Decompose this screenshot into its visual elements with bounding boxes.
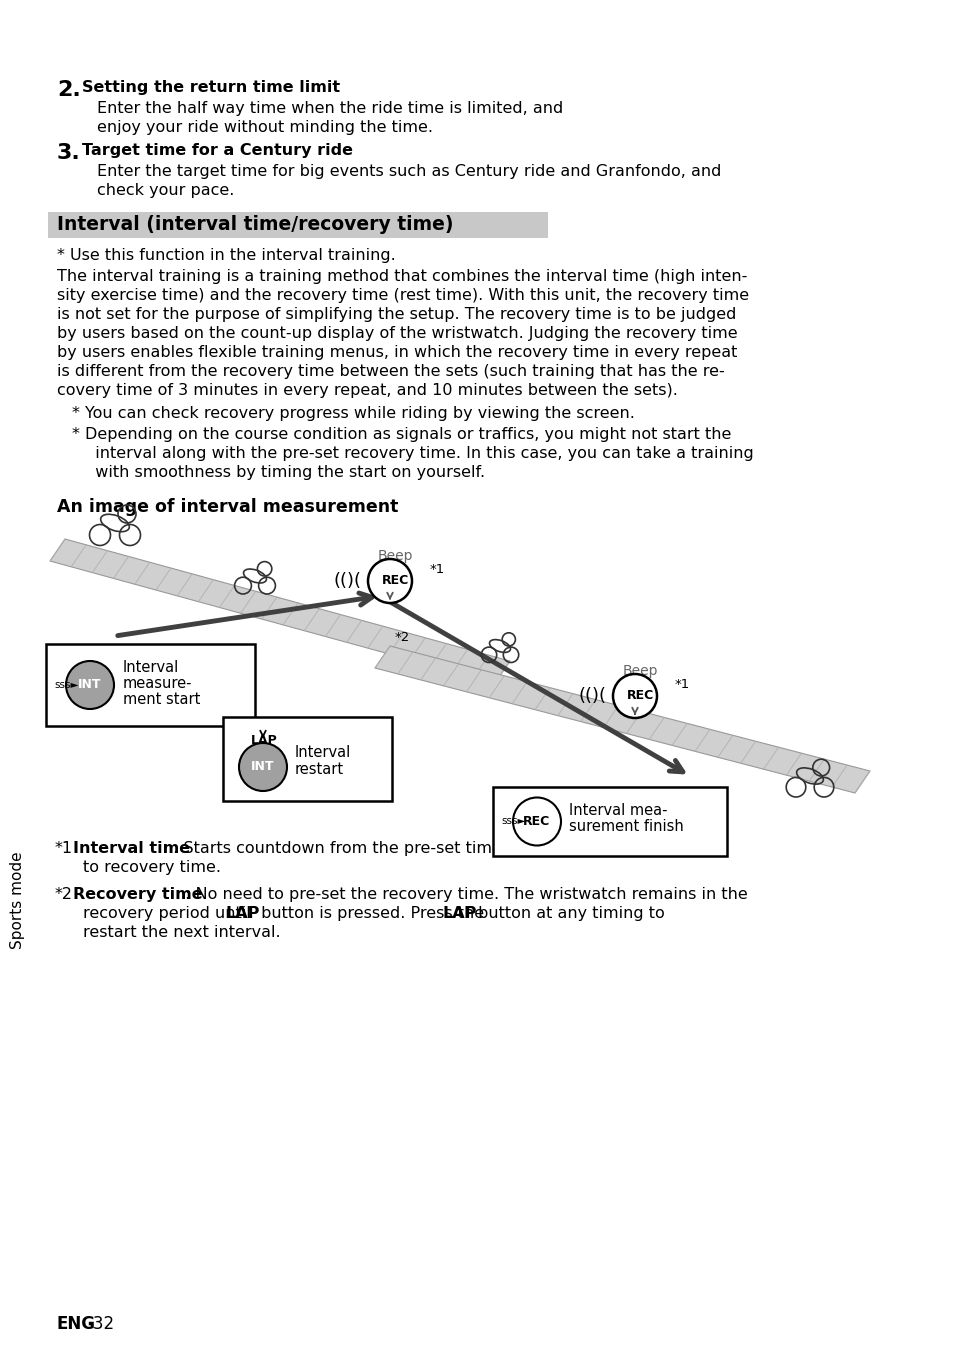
Text: -32: -32 bbox=[87, 1315, 114, 1333]
Text: enjoy your ride without minding the time.: enjoy your ride without minding the time… bbox=[97, 120, 433, 134]
Circle shape bbox=[513, 798, 560, 846]
Text: recovery period until: recovery period until bbox=[83, 907, 255, 921]
Text: Beep: Beep bbox=[377, 549, 413, 564]
Text: button at any timing to: button at any timing to bbox=[473, 907, 664, 921]
Text: *1: *1 bbox=[55, 841, 73, 855]
Text: Interval: Interval bbox=[294, 745, 351, 760]
Text: *2: *2 bbox=[55, 886, 73, 902]
Text: 2.: 2. bbox=[57, 79, 81, 100]
Text: interval along with the pre-set recovery time. In this case, you can take a trai: interval along with the pre-set recovery… bbox=[85, 447, 753, 461]
Text: : No need to pre-set the recovery time. The wristwatch remains in the: : No need to pre-set the recovery time. … bbox=[185, 886, 747, 902]
Text: sss►: sss► bbox=[500, 816, 525, 826]
Text: * Depending on the course condition as signals or traffics, you might not start : * Depending on the course condition as s… bbox=[71, 426, 731, 443]
Text: Setting the return time limit: Setting the return time limit bbox=[82, 79, 340, 95]
Text: *1: *1 bbox=[430, 564, 445, 576]
Text: LAP: LAP bbox=[442, 907, 476, 921]
Text: (()(: (()( bbox=[578, 687, 606, 705]
Text: restart: restart bbox=[294, 763, 344, 777]
Text: An image of interval measurement: An image of interval measurement bbox=[57, 498, 398, 516]
Text: *1: *1 bbox=[675, 678, 690, 691]
Polygon shape bbox=[375, 646, 869, 794]
Text: sity exercise time) and the recovery time (rest time). With this unit, the recov: sity exercise time) and the recovery tim… bbox=[57, 288, 748, 303]
Circle shape bbox=[613, 674, 657, 718]
Text: : Starts countdown from the pre-set time to zero. At zero, switches: : Starts countdown from the pre-set time… bbox=[172, 841, 708, 855]
Polygon shape bbox=[50, 539, 510, 683]
Circle shape bbox=[66, 660, 113, 709]
Text: ENG: ENG bbox=[57, 1315, 96, 1333]
Text: covery time of 3 minutes in every repeat, and 10 minutes between the sets).: covery time of 3 minutes in every repeat… bbox=[57, 383, 678, 398]
FancyBboxPatch shape bbox=[46, 644, 254, 726]
Text: by users based on the count-up display of the wristwatch. Judging the recovery t: by users based on the count-up display o… bbox=[57, 325, 737, 342]
Text: REC: REC bbox=[381, 574, 409, 586]
Text: LAP: LAP bbox=[251, 734, 277, 746]
Text: Enter the half way time when the ride time is limited, and: Enter the half way time when the ride ti… bbox=[97, 101, 562, 116]
Text: INT: INT bbox=[78, 678, 102, 691]
FancyBboxPatch shape bbox=[223, 717, 392, 802]
Text: INT: INT bbox=[251, 760, 274, 773]
Text: ment start: ment start bbox=[123, 691, 200, 707]
Text: * You can check recovery progress while riding by viewing the screen.: * You can check recovery progress while … bbox=[71, 406, 634, 421]
Text: Interval time: Interval time bbox=[73, 841, 190, 855]
Text: is not set for the purpose of simplifying the setup. The recovery time is to be : is not set for the purpose of simplifyin… bbox=[57, 307, 736, 321]
FancyBboxPatch shape bbox=[48, 213, 547, 238]
Text: surement finish: surement finish bbox=[568, 819, 683, 834]
Text: Interval (interval time/recovery time): Interval (interval time/recovery time) bbox=[57, 215, 453, 234]
Text: Interval: Interval bbox=[123, 660, 179, 675]
Text: to recovery time.: to recovery time. bbox=[83, 859, 221, 876]
Text: * Use this function in the interval training.: * Use this function in the interval trai… bbox=[57, 247, 395, 264]
Text: LAP: LAP bbox=[226, 907, 260, 921]
Text: check your pace.: check your pace. bbox=[97, 183, 234, 198]
FancyBboxPatch shape bbox=[493, 787, 726, 855]
Text: is different from the recovery time between the sets (such training that has the: is different from the recovery time betw… bbox=[57, 364, 724, 379]
Text: measure-: measure- bbox=[123, 677, 193, 691]
Text: *2: *2 bbox=[395, 631, 410, 644]
Circle shape bbox=[239, 742, 287, 791]
Text: (()(: (()( bbox=[334, 572, 361, 590]
Text: restart the next interval.: restart the next interval. bbox=[83, 925, 280, 940]
Text: REC: REC bbox=[626, 689, 654, 702]
Text: 3.: 3. bbox=[57, 143, 81, 163]
Text: Enter the target time for big events such as Century ride and Granfondo, and: Enter the target time for big events suc… bbox=[97, 164, 720, 179]
Text: Recovery time: Recovery time bbox=[73, 886, 202, 902]
Circle shape bbox=[368, 560, 412, 603]
Text: Beep: Beep bbox=[622, 664, 658, 678]
Text: Target time for a Century ride: Target time for a Century ride bbox=[82, 143, 353, 157]
Text: Sports mode: Sports mode bbox=[10, 851, 26, 948]
Text: with smoothness by timing the start on yourself.: with smoothness by timing the start on y… bbox=[85, 465, 485, 480]
Text: REC: REC bbox=[523, 815, 550, 829]
Text: Interval mea-: Interval mea- bbox=[568, 803, 667, 818]
Text: by users enables flexible training menus, in which the recovery time in every re: by users enables flexible training menus… bbox=[57, 346, 737, 360]
Text: button is pressed. Press the: button is pressed. Press the bbox=[255, 907, 489, 921]
Text: The interval training is a training method that combines the interval time (high: The interval training is a training meth… bbox=[57, 269, 746, 284]
Text: sss►: sss► bbox=[54, 681, 78, 690]
